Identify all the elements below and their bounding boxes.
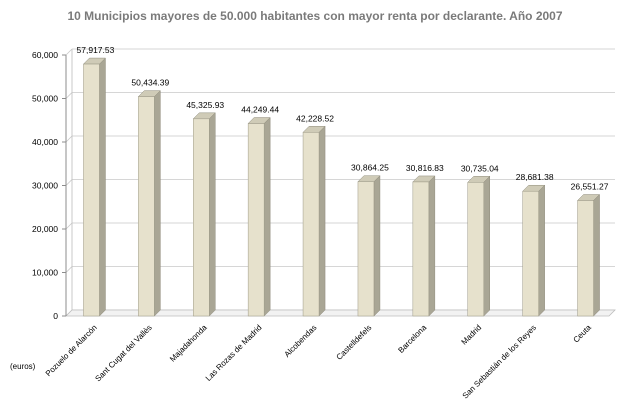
gridline-depth [65, 135, 73, 143]
bar [357, 175, 381, 317]
bars [82, 57, 601, 317]
data-label: 45,325.93 [186, 100, 224, 110]
bar [247, 116, 271, 317]
bar [137, 90, 161, 317]
data-label: 30,735.04 [461, 163, 499, 173]
data-label: 42,228.52 [296, 113, 334, 123]
bar [192, 112, 216, 317]
category-label: Majadahonda [168, 323, 209, 364]
data-label: 26,551.27 [571, 182, 609, 192]
data-label: 30,864.25 [351, 163, 389, 173]
y-tick-label: 40,000 [32, 137, 58, 147]
gridline-depth [65, 266, 73, 273]
category-label: Pozuelo de Alarcón [44, 323, 99, 378]
y-axis: 0 10,000 20,000 30,000 40,000 50,000 60,000 [32, 50, 67, 321]
gridline-depth [65, 48, 73, 56]
y-tick-label: 10,000 [32, 268, 58, 278]
y-tick-label: 30,000 [32, 181, 58, 191]
category-label: Ceuta [571, 323, 593, 345]
gridline-depth [65, 92, 73, 99]
bar [82, 57, 107, 317]
y-tick-label: 20,000 [32, 224, 58, 234]
gridline-depth [65, 179, 73, 186]
data-label: 44,249.44 [241, 105, 279, 115]
data-label: 28,681.38 [516, 172, 554, 182]
category-label: Madrid [460, 323, 484, 347]
y-axis-unit-label: (euros) [10, 362, 36, 371]
y-tick-label: 50,000 [32, 94, 58, 104]
gridline-depth [65, 222, 73, 230]
bar [522, 184, 546, 317]
category-label: Las Rozas de Madrid [204, 323, 264, 383]
category-label: Alcobendas [283, 323, 319, 359]
data-label: 57,917.53 [77, 45, 115, 55]
data-labels: 57,917.53 50,434.39 45,325.93 44,249.44 42,2… [77, 45, 609, 191]
category-label: Sant Cugat del Vallès [93, 323, 153, 383]
bar [467, 175, 491, 317]
data-label: 30,816.83 [406, 163, 444, 173]
chart-title: 10 Municipios mayores de 50.000 habitant… [67, 9, 563, 23]
category-label: Castelldefels [335, 323, 374, 362]
y-tick-label: 0 [53, 311, 58, 321]
category-label: Barcelona [396, 323, 428, 355]
bar [576, 193, 601, 317]
bar [302, 125, 326, 317]
bar [412, 175, 436, 317]
data-label: 50,434.39 [131, 78, 169, 88]
y-tick-label: 60,000 [32, 50, 58, 60]
